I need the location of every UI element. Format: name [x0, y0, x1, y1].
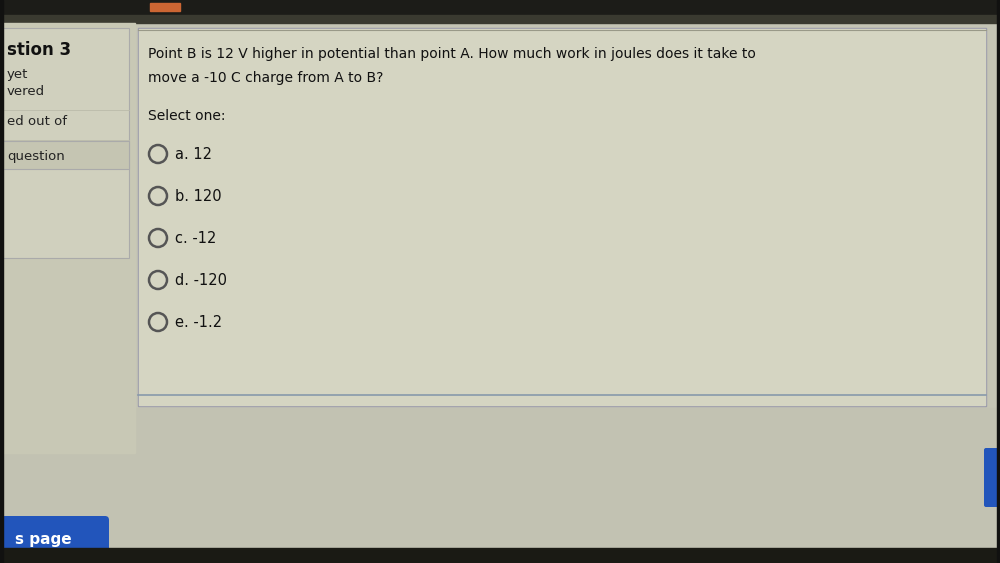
Text: question: question — [7, 150, 65, 163]
Text: c. -12: c. -12 — [175, 231, 216, 246]
Text: d. -120: d. -120 — [175, 273, 227, 288]
Text: s page: s page — [15, 532, 72, 547]
Text: a. 12: a. 12 — [175, 147, 212, 162]
FancyBboxPatch shape — [3, 28, 129, 258]
FancyBboxPatch shape — [138, 28, 986, 406]
Text: e. -1.2: e. -1.2 — [175, 315, 222, 330]
Bar — [0, 548, 1000, 563]
Bar — [150, 3, 180, 11]
Circle shape — [149, 229, 167, 247]
Circle shape — [149, 271, 167, 289]
Bar — [0, 23, 135, 453]
FancyBboxPatch shape — [3, 141, 129, 169]
Bar — [0, 15, 1000, 23]
Bar — [997, 0, 1000, 563]
Text: Select one:: Select one: — [148, 109, 226, 123]
Bar — [0, 0, 1000, 15]
Text: yet: yet — [7, 68, 28, 81]
Bar — [139, 29, 985, 405]
Circle shape — [149, 187, 167, 205]
Circle shape — [149, 313, 167, 331]
Bar — [0, 408, 1000, 563]
Bar — [0, 0, 3, 563]
Circle shape — [149, 145, 167, 163]
Text: b. 120: b. 120 — [175, 189, 222, 204]
FancyBboxPatch shape — [1, 516, 109, 560]
Text: move a -10 C charge from A to B?: move a -10 C charge from A to B? — [148, 71, 383, 85]
Text: ed out of: ed out of — [7, 115, 67, 128]
Text: stion 3: stion 3 — [7, 41, 71, 59]
FancyBboxPatch shape — [984, 448, 1000, 507]
Text: Point B is 12 V higher in potential than point A. How much work in joules does i: Point B is 12 V higher in potential than… — [148, 47, 756, 61]
Text: vered: vered — [7, 85, 45, 98]
